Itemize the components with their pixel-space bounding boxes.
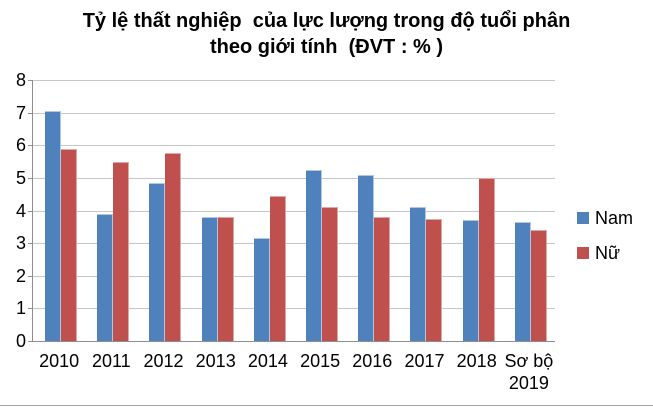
x-tick-label-2011: 2011 (91, 351, 131, 371)
bar-Nam-2011 (97, 214, 113, 341)
gridline-6 (33, 145, 555, 147)
bar-Nam-2014 (254, 238, 270, 341)
y-tick-label-5: 5 (15, 167, 26, 188)
x-tick-label-Sơ-bộ-2019: Sơ bộ 2019 (504, 351, 554, 393)
x-tick-label-2012: 2012 (143, 351, 184, 371)
y-tick-mark-8 (28, 80, 32, 81)
legend-item-Nữ: Nữ (577, 243, 633, 263)
gridline-5 (33, 177, 555, 179)
y-tick-mark-6 (28, 145, 32, 147)
bar-Nam-2016 (358, 175, 374, 341)
gridline-4 (33, 210, 555, 212)
bar-Nữ-2018 (479, 178, 495, 341)
x-tick-label-2015: 2015 (300, 351, 341, 371)
y-tick-label-6: 6 (15, 135, 26, 156)
bar-Nữ-2016 (374, 217, 390, 341)
bar-Nữ-2015 (322, 207, 338, 341)
bar-Nam-2017 (410, 207, 426, 341)
bottom-divider (0, 405, 653, 406)
legend-label-Nữ: Nữ (595, 243, 621, 263)
gridline-2 (33, 275, 555, 277)
bar-Nữ-2013 (218, 217, 234, 341)
y-tick-mark-1 (28, 308, 32, 310)
y-tick-label-1: 1 (15, 298, 26, 319)
chart-title: Tỷ lệ thất nghiệp của lực lượng trong độ… (0, 8, 653, 60)
gridline-8 (33, 80, 555, 81)
y-tick-label-8: 8 (15, 70, 26, 90)
bar-Nữ-2010 (61, 149, 77, 341)
legend-swatch-Nữ (577, 247, 589, 259)
y-tick-mark-2 (28, 275, 32, 277)
y-tick-label-4: 4 (15, 200, 26, 221)
bar-Nữ-Sơ-bộ-2019 (531, 230, 547, 341)
bar-Nam-2012 (149, 183, 165, 341)
bar-Nam-2018 (463, 220, 479, 341)
legend-item-Nam: Nam (577, 208, 634, 228)
plot-area (32, 80, 555, 342)
y-tick-mark-0 (28, 341, 32, 342)
chart-title-line2: theo giới tính (ĐVT : % ) (209, 36, 444, 58)
x-axis-line (32, 341, 555, 342)
y-axis-line (32, 80, 33, 341)
chart-title-line1: Tỷ lệ thất nghiệp của lực lượng trong độ… (82, 10, 571, 32)
x-tick-label-2010: 2010 (39, 351, 80, 371)
y-tick-label-0: 0 (15, 331, 26, 351)
x-tick-label-2018: 2018 (456, 351, 497, 371)
x-tick-label-2016: 2016 (352, 351, 393, 371)
x-tick-label-2013: 2013 (195, 351, 236, 371)
y-tick-label-2: 2 (15, 265, 26, 286)
y-tick-label-7: 7 (15, 102, 26, 123)
legend-label-Nam: Nam (595, 208, 634, 228)
x-tick-label-2017: 2017 (404, 351, 445, 371)
bar-Nữ-2012 (165, 153, 181, 341)
bar-Nữ-2011 (113, 162, 129, 341)
gridline-7 (33, 112, 555, 114)
bar-Nữ-2017 (426, 219, 442, 341)
bar-Nam-Sơ-bộ-2019 (515, 222, 531, 341)
y-tick-mark-5 (28, 177, 32, 179)
y-tick-mark-3 (28, 243, 32, 245)
legend-swatch-Nam (577, 212, 589, 224)
bar-Nam-2010 (45, 111, 61, 341)
bar-Nữ-2014 (270, 196, 286, 341)
gridline-3 (33, 243, 555, 245)
gridline-1 (33, 308, 555, 310)
y-tick-mark-4 (28, 210, 32, 212)
bar-Nam-2015 (306, 170, 322, 341)
bar-Nam-2013 (202, 217, 218, 341)
y-tick-label-3: 3 (15, 233, 26, 254)
x-tick-label-2014: 2014 (247, 351, 288, 371)
legend: Nam Nữ (577, 208, 634, 281)
y-tick-mark-7 (28, 112, 32, 114)
